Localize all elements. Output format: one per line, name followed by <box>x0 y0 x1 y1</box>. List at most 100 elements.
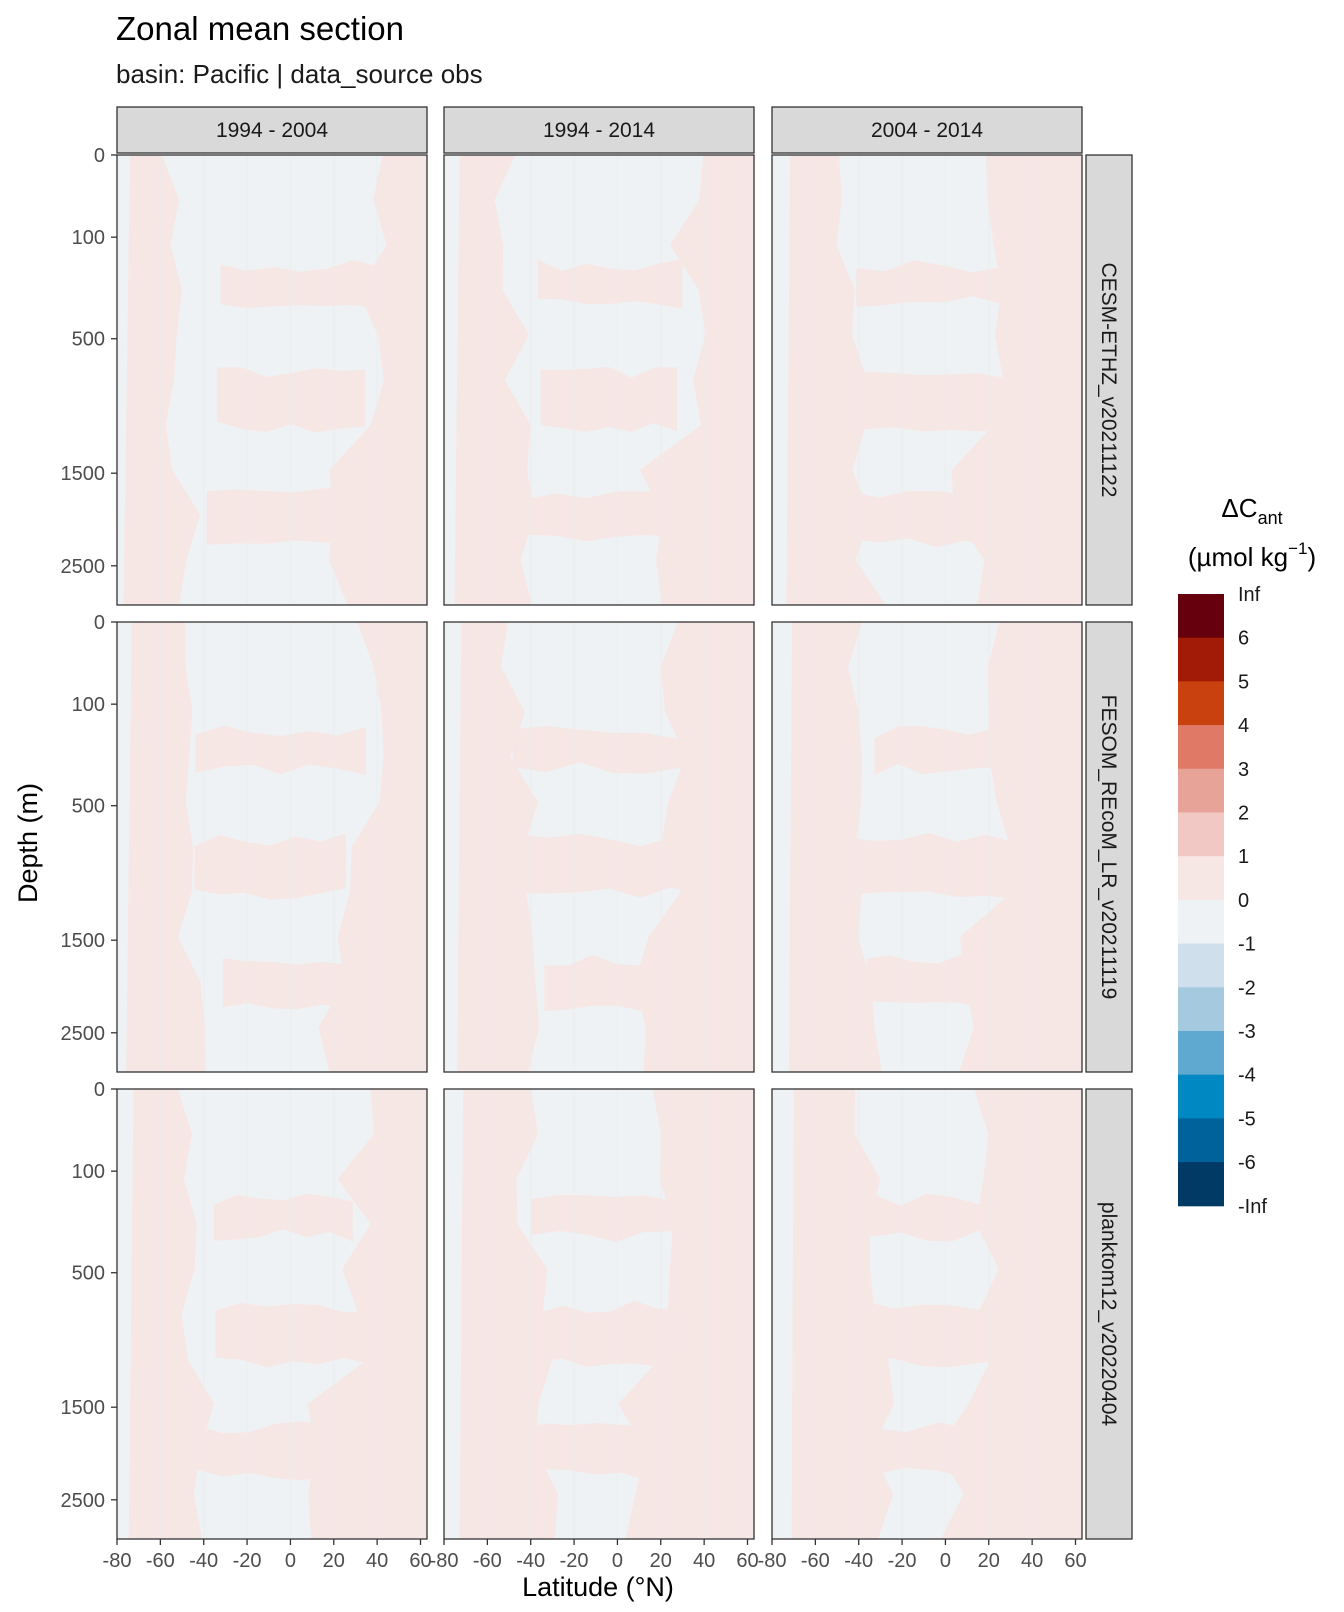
y-tick-label: 500 <box>72 1263 105 1285</box>
legend-label: -3 <box>1238 1021 1256 1043</box>
positive-region <box>839 1422 1037 1479</box>
legend-key <box>1178 681 1224 726</box>
x-tick-label: -20 <box>888 1550 917 1572</box>
facet-panel <box>443 1088 755 1540</box>
positive-region <box>517 1423 675 1481</box>
legend-label: 0 <box>1238 890 1249 912</box>
legend-key <box>1178 1031 1224 1076</box>
legend-key <box>1178 637 1224 682</box>
x-tick-label: -80 <box>430 1550 459 1572</box>
positive-region <box>194 833 346 900</box>
y-tick-label: 500 <box>72 329 105 351</box>
x-tick-label: -60 <box>801 1550 830 1572</box>
panel-border <box>443 154 755 606</box>
y-tick-label: 0 <box>94 612 105 634</box>
legend-label: 4 <box>1238 715 1249 737</box>
positive-region <box>457 622 540 1072</box>
legend-label: Inf <box>1238 584 1261 606</box>
x-tick-label: 60 <box>1064 1550 1086 1572</box>
legend-label: -6 <box>1238 1152 1256 1174</box>
positive-region <box>856 260 1030 308</box>
panel-border <box>116 1088 428 1540</box>
positive-region <box>865 371 1034 432</box>
legend-label: -2 <box>1238 977 1256 999</box>
column-strip <box>771 106 1083 154</box>
facet-panel <box>443 154 755 606</box>
panel-border <box>443 621 755 1073</box>
row-strip-label: planktom12_v20220404 <box>1097 1202 1120 1427</box>
x-tick-label: 40 <box>1021 1550 1043 1572</box>
x-tick-label: 20 <box>650 1550 672 1572</box>
legend-key <box>1178 594 1224 639</box>
y-tick-label: 100 <box>72 227 105 249</box>
positive-region <box>206 488 386 545</box>
x-tick-label: 60 <box>409 1550 431 1572</box>
x-tick-label: 20 <box>978 1550 1000 1572</box>
panel-border <box>771 1088 1083 1540</box>
facet-panel <box>771 154 1083 606</box>
legend-key <box>1178 1118 1224 1163</box>
legend-label: 2 <box>1238 803 1249 825</box>
row-strip <box>1085 154 1133 606</box>
positive-region <box>843 832 1015 899</box>
legend-units: (µmol kg−1) <box>1188 539 1316 572</box>
legend-key <box>1178 899 1224 945</box>
positive-region <box>849 1193 1004 1242</box>
positive-region <box>786 155 886 605</box>
x-tick-label: -60 <box>146 1550 175 1572</box>
y-tick-label: 0 <box>94 1079 105 1101</box>
facet-panel <box>771 621 1083 1073</box>
positive-region <box>617 1089 754 1539</box>
column-strip-label: 2004 - 2014 <box>871 119 983 142</box>
positive-region <box>531 1193 700 1243</box>
row-strip-label: CESM-ETHZ_v20211122 <box>1097 263 1120 498</box>
y-tick-label: 1500 <box>61 930 106 952</box>
facet-panel <box>771 1088 1083 1540</box>
positive-region <box>222 958 372 1010</box>
x-tick-label: 40 <box>693 1550 715 1572</box>
positive-region <box>512 726 713 776</box>
positive-region <box>215 1302 371 1368</box>
x-tick-label: -40 <box>844 1550 873 1572</box>
legend-key <box>1178 943 1224 988</box>
y-tick-label: 2500 <box>61 1490 106 1512</box>
legend-title: ΔCant <box>1221 493 1282 528</box>
x-tick-label: -60 <box>473 1550 502 1572</box>
row-strip <box>1085 621 1133 1073</box>
panel-border <box>116 154 428 606</box>
x-tick-label: -20 <box>560 1550 589 1572</box>
positive-region <box>213 1193 353 1242</box>
positive-region <box>195 1421 357 1481</box>
legend-label: 1 <box>1238 846 1249 868</box>
column-strip-label: 1994 - 2004 <box>216 119 328 142</box>
chart-title: Zonal mean section <box>116 10 404 47</box>
color-legend: ΔCant (µmol kg−1) Inf 6 5 4 3 2 1 0 -1 -2 -3 -4 -5 -6 -I… <box>1178 493 1316 1218</box>
legend-key <box>1178 725 1224 770</box>
column-strip-label: 1994 - 2014 <box>543 119 655 142</box>
facet-panels <box>116 154 1083 1540</box>
legend-label: 3 <box>1238 759 1249 781</box>
y-tick-label: 0 <box>94 145 105 167</box>
x-tick-label: -40 <box>516 1550 545 1572</box>
panel-border <box>771 154 1083 606</box>
positive-region <box>128 1089 215 1539</box>
chart-subtitle: basin: Pacific | data_source obs <box>116 59 483 89</box>
facet-panel <box>116 154 428 606</box>
panel-border <box>116 621 428 1073</box>
positive-region <box>527 489 704 542</box>
positive-region <box>318 622 427 1072</box>
column-strip <box>443 106 755 154</box>
legend-label: -5 <box>1238 1108 1256 1130</box>
y-tick-label: 100 <box>72 1161 105 1183</box>
legend-label: 6 <box>1238 628 1249 650</box>
x-tick-label: 60 <box>736 1550 758 1572</box>
y-tick-label: 1500 <box>61 1397 106 1419</box>
row-strip-label: FESOM_REcoM_LR_v20211119 <box>1097 695 1120 1000</box>
positive-region <box>126 622 206 1072</box>
x-tick-label: -20 <box>233 1550 262 1572</box>
positive-region <box>123 155 201 605</box>
positive-region <box>850 490 1023 548</box>
x-axis-title: Latitude (°N) <box>522 1572 674 1602</box>
legend-key <box>1178 768 1224 813</box>
